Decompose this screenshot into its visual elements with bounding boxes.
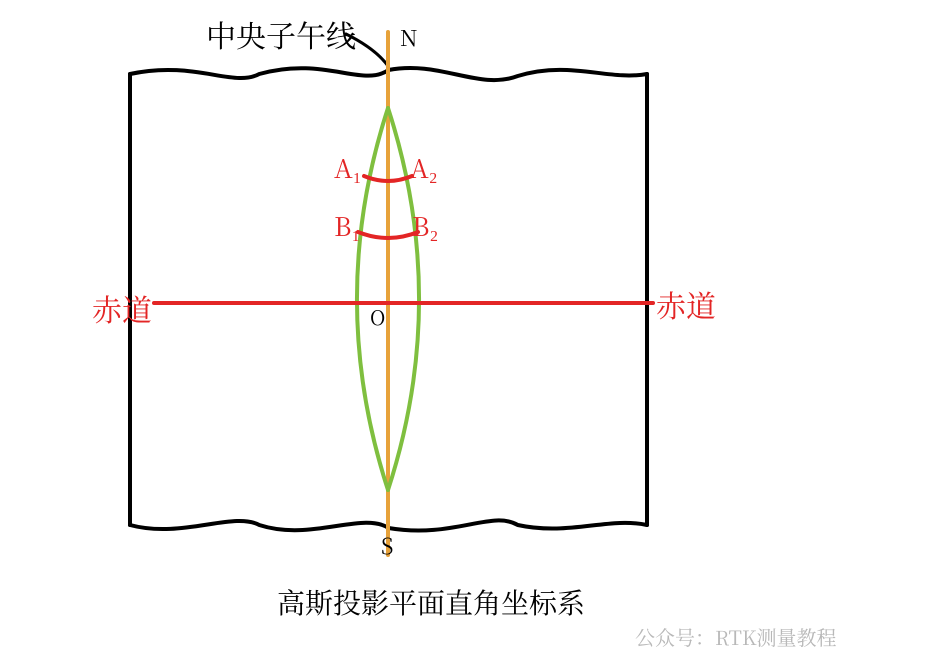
label-watermark: 公众号：RTK测量教程	[635, 622, 836, 651]
label-B2: B₂	[412, 207, 439, 244]
label-equator-left: 赤道	[92, 286, 152, 330]
label-meridian-top: 中央子午线	[206, 12, 356, 56]
label-A2: A₂	[410, 149, 438, 186]
diagram-stage: 中央子午线 N S O 赤道 赤道 A₁ A₂ B₁ B₂ 高斯投影平面直角坐标系公众号：RTK测量…	[0, 0, 951, 655]
label-title: 高斯投影平面直角坐标系	[277, 582, 585, 622]
label-B1: B₁	[334, 207, 361, 244]
label-A1: A₁	[334, 149, 362, 186]
label-equator-right: 赤道	[656, 282, 716, 326]
label-O: O	[370, 302, 385, 331]
label-S: S	[381, 530, 393, 561]
label-N: N	[400, 22, 418, 53]
